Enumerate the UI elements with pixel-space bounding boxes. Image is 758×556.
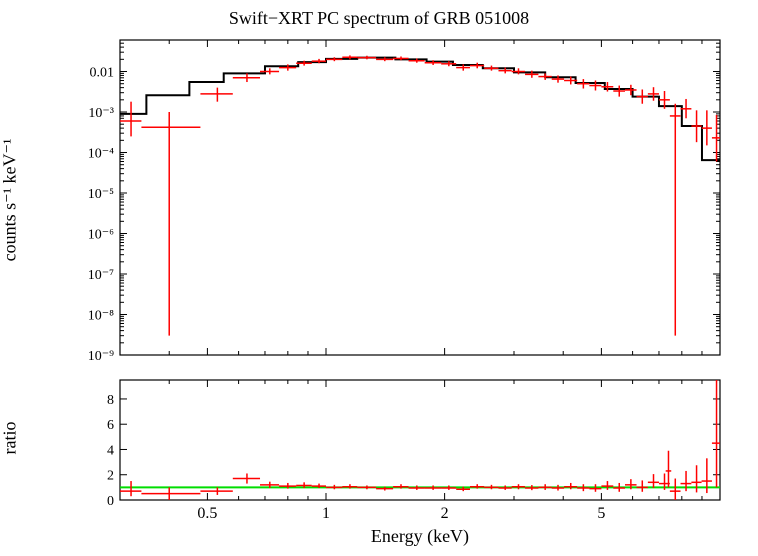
svg-text:0.5: 0.5 (197, 505, 217, 522)
svg-text:2: 2 (441, 505, 449, 522)
svg-text:1: 1 (322, 505, 330, 522)
svg-text:10⁻⁸: 10⁻⁸ (88, 309, 114, 324)
svg-text:10⁻⁶: 10⁻⁶ (88, 228, 114, 243)
svg-text:6: 6 (107, 418, 114, 433)
svg-text:5: 5 (597, 505, 605, 522)
svg-text:8: 8 (107, 393, 114, 408)
svg-text:4: 4 (107, 443, 114, 458)
svg-text:2: 2 (107, 469, 114, 484)
svg-text:10⁻⁴: 10⁻⁴ (88, 147, 114, 162)
svg-text:0: 0 (107, 494, 114, 509)
svg-text:10⁻³: 10⁻³ (88, 106, 114, 121)
svg-text:10⁻⁷: 10⁻⁷ (88, 268, 114, 283)
svg-text:10⁻⁹: 10⁻⁹ (88, 349, 114, 364)
spectrum-plot: 0.5 1 2 5 10⁻⁹ 10⁻⁸ 10⁻⁷ 10⁻⁶ 10⁻⁵ 10⁻⁴ 10⁻³ 0.01 0 2… (0, 0, 758, 556)
svg-text:0.01: 0.01 (90, 66, 115, 81)
svg-text:10⁻⁵: 10⁻⁵ (88, 187, 114, 202)
